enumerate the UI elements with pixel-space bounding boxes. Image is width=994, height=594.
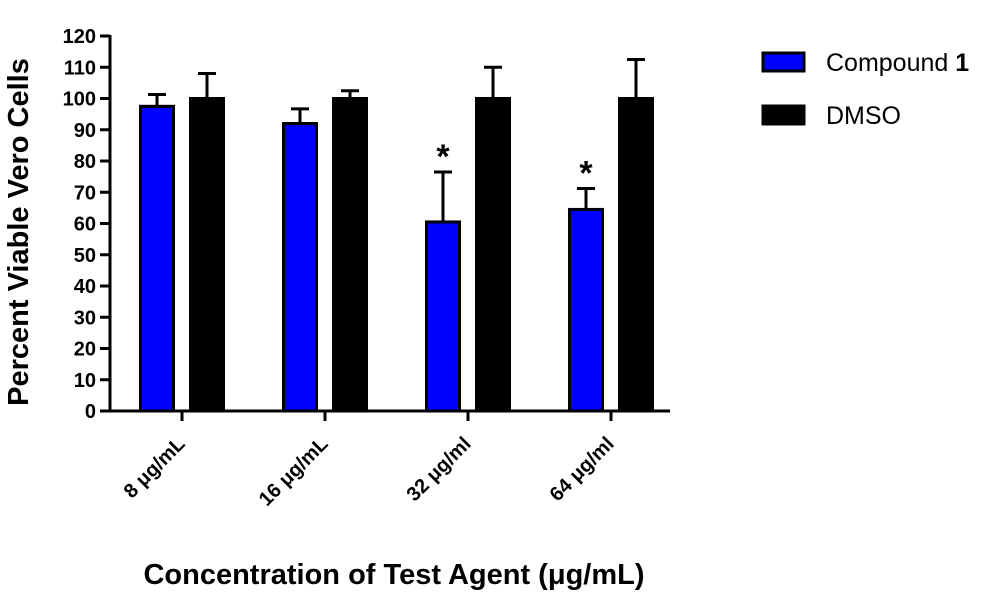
y-tick-label: 30 bbox=[74, 307, 96, 329]
significance-marker: * bbox=[579, 155, 593, 193]
y-tick-label: 90 bbox=[74, 120, 96, 142]
legend-swatch-dmso bbox=[761, 104, 806, 126]
y-axis-title: Percent Viable Vero Cells bbox=[3, 58, 35, 406]
bar-compound-1-3 bbox=[425, 220, 461, 413]
plot-area: * * bbox=[139, 57, 654, 413]
bar-dmso-4 bbox=[618, 97, 654, 413]
legend-label: DMSO bbox=[826, 102, 901, 130]
y-tick-label: 70 bbox=[74, 182, 96, 204]
legend-swatch-compound-1 bbox=[761, 51, 806, 73]
y-tick-label: 110 bbox=[64, 57, 96, 79]
y-tick-label: 0 bbox=[85, 401, 96, 423]
x-tick-label: 16 μg/mL bbox=[255, 433, 333, 511]
bar-compound-1-2 bbox=[282, 122, 318, 413]
bar-dmso-1 bbox=[189, 97, 225, 413]
y-tick-label: 20 bbox=[74, 339, 96, 361]
x-axis-title: Concentration of Test Agent (μg/mL) bbox=[143, 559, 644, 591]
bar-dmso-2 bbox=[332, 97, 368, 413]
bar-compound-1-4 bbox=[568, 207, 604, 413]
x-tick-label: 32 μg/ml bbox=[403, 433, 476, 506]
y-tick-label: 120 bbox=[63, 26, 96, 48]
bar-dmso-3 bbox=[475, 97, 511, 413]
bar-compound-1-1 bbox=[139, 104, 175, 413]
significance-marker: * bbox=[436, 138, 450, 176]
y-tick-label: 50 bbox=[74, 245, 96, 267]
y-tick-label: 60 bbox=[74, 214, 96, 236]
legend: Compound 1 DMSO bbox=[761, 49, 969, 130]
x-tick-label: 64 μg/ml bbox=[546, 433, 619, 506]
x-tick-label: 8 μg/mL bbox=[120, 433, 190, 503]
legend-label: Compound 1 bbox=[826, 49, 969, 77]
y-tick-label: 100 bbox=[63, 89, 96, 111]
y-tick-label: 40 bbox=[74, 276, 96, 298]
y-tick-label: 80 bbox=[74, 151, 96, 173]
y-tick-label: 10 bbox=[74, 370, 96, 392]
